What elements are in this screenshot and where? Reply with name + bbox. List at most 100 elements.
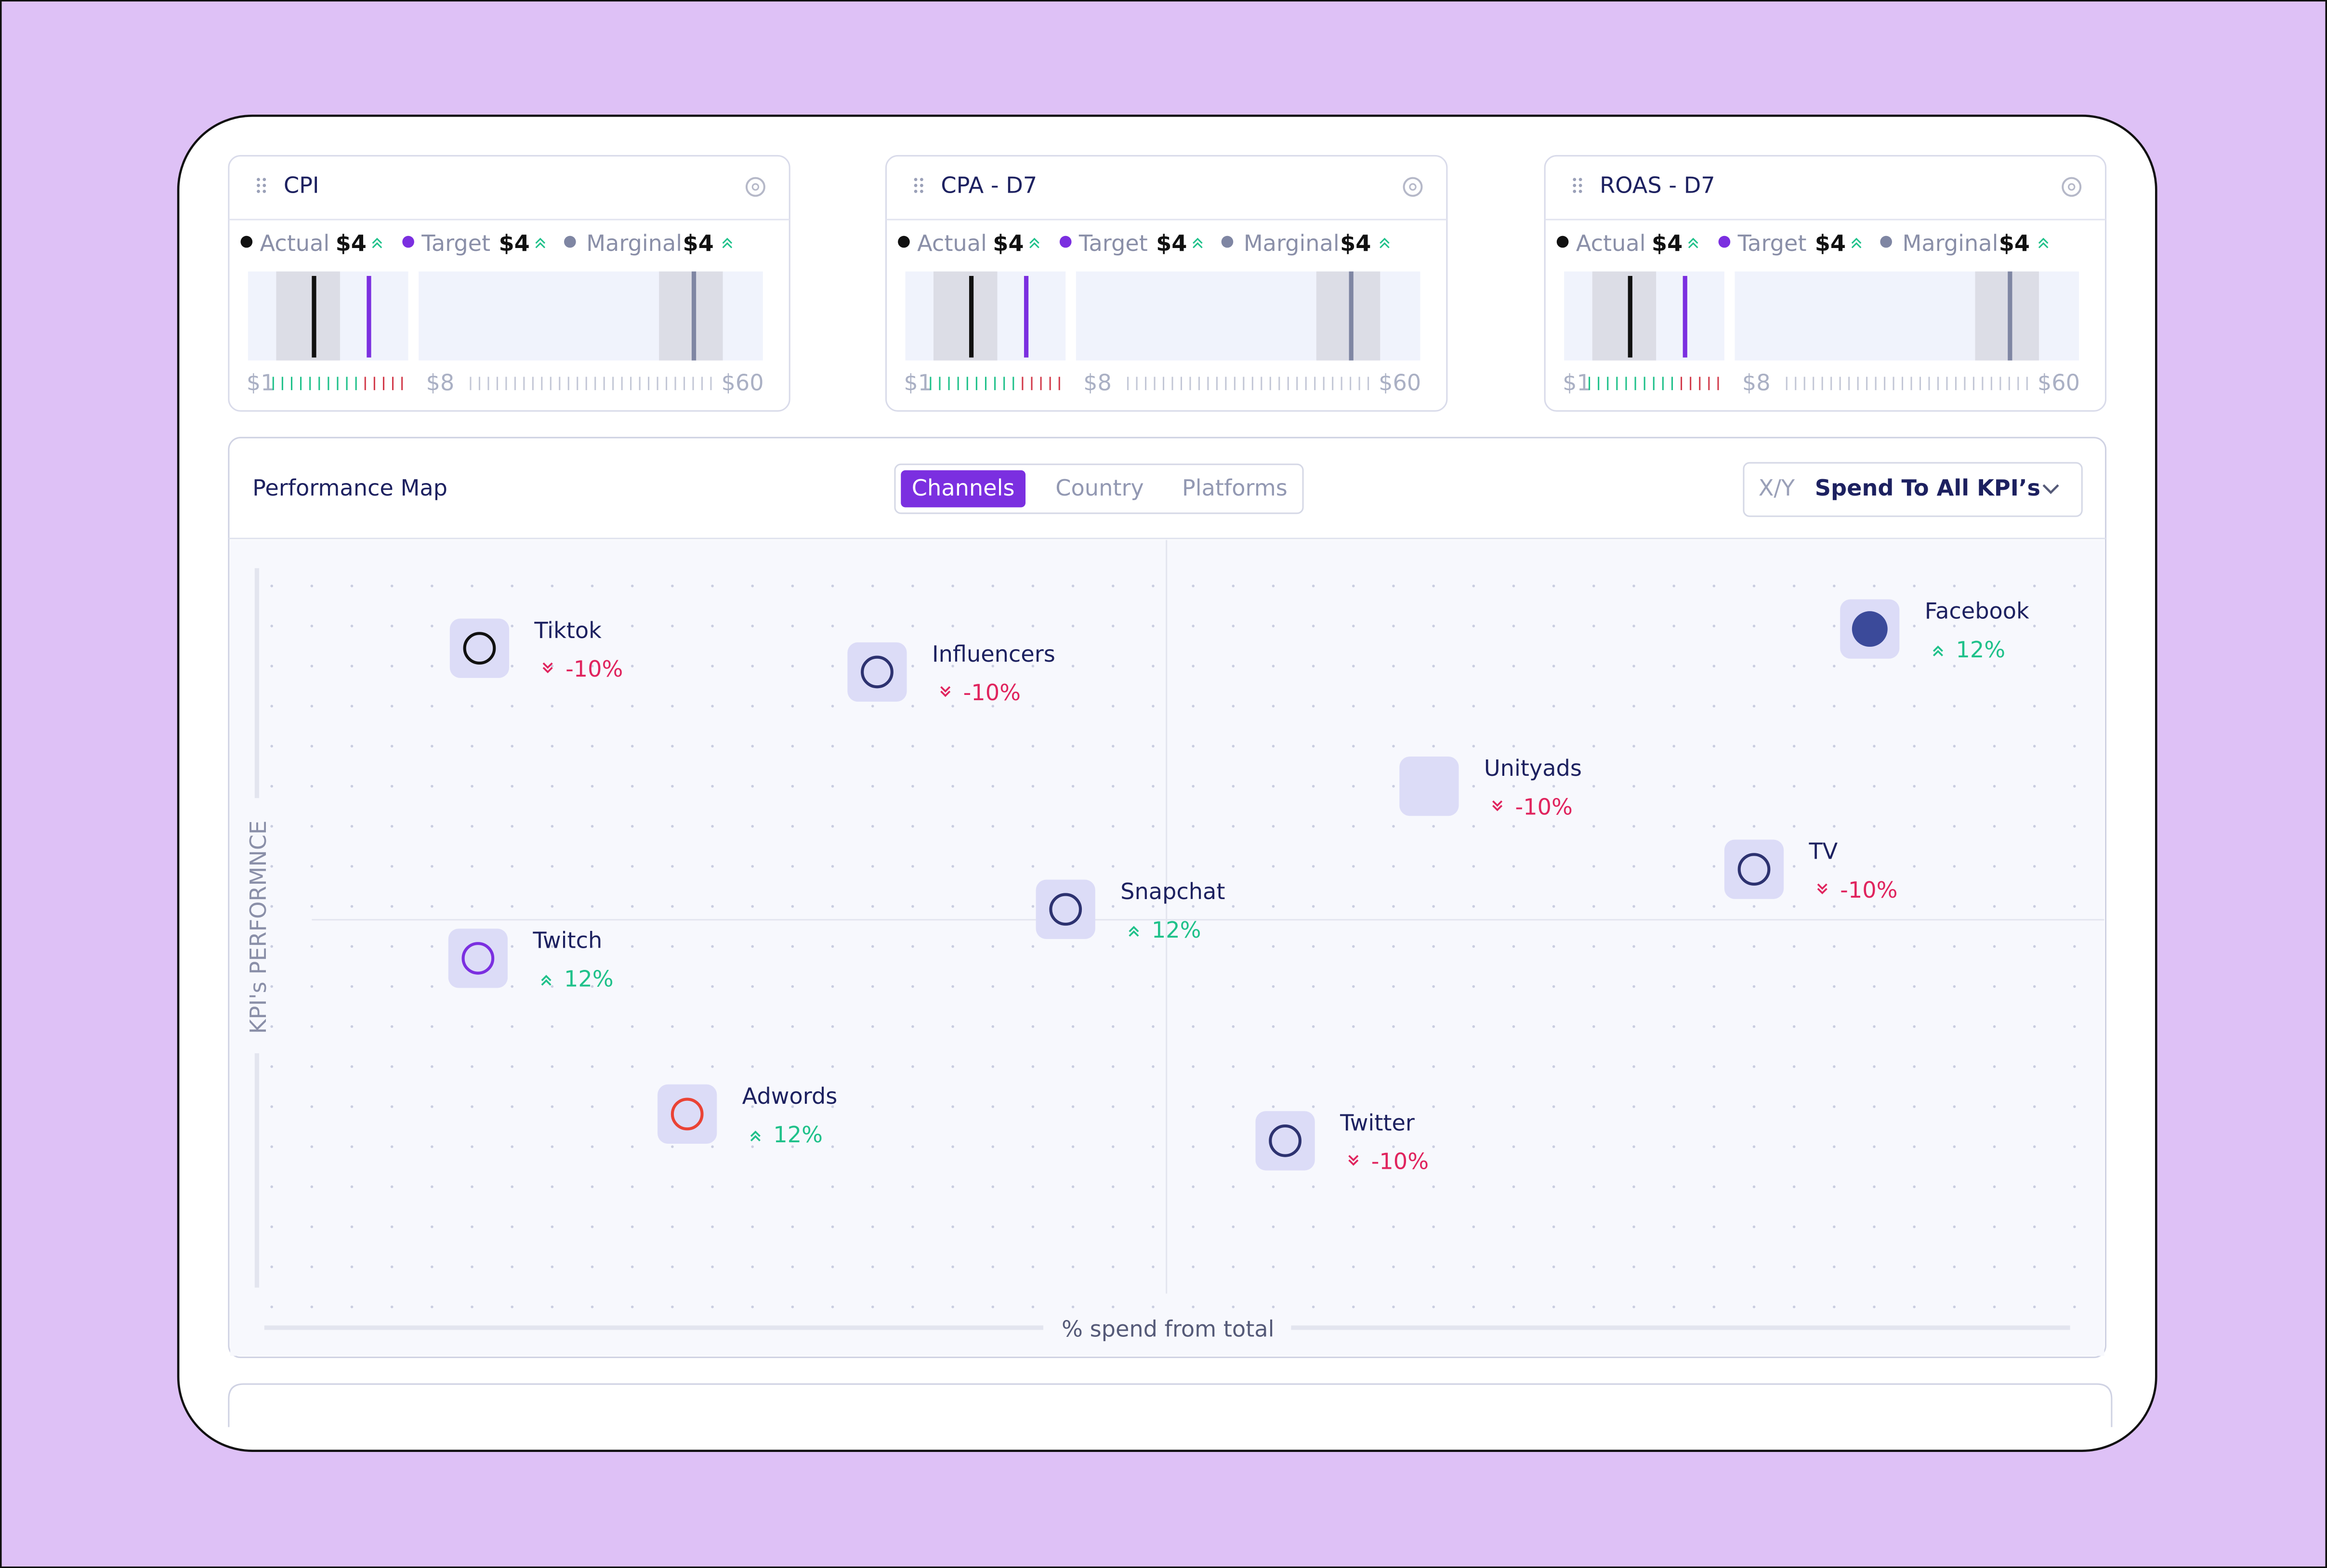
- grid-dot: [390, 625, 394, 627]
- tab[interactable]: Platforms: [1182, 475, 1288, 501]
- grid-dot: [1913, 1105, 1916, 1108]
- channel-name[interactable]: Influencers: [932, 641, 1055, 667]
- legend-dot: [1556, 235, 1569, 248]
- grid-dot: [2073, 825, 2076, 828]
- grid-dot: [1632, 945, 1635, 948]
- grid-dot: [1552, 1225, 1555, 1228]
- channel-name[interactable]: Twitch: [532, 928, 602, 954]
- settings-icon[interactable]: [1403, 177, 1423, 197]
- drag-handle: [1578, 189, 1582, 193]
- channel-icon[interactable]: [448, 928, 508, 988]
- grid-dot: [1232, 1105, 1235, 1108]
- grid-dot: [390, 865, 394, 868]
- scale-label: $8: [1742, 369, 1771, 395]
- grid-dot: [1792, 1265, 1796, 1268]
- grid-dot: [551, 1265, 554, 1268]
- grid-dot: [511, 1225, 513, 1228]
- grid-dot: [551, 584, 554, 588]
- channel-name[interactable]: Facebook: [1925, 598, 2029, 624]
- grid-dot: [350, 1025, 354, 1028]
- grid-dot: [1993, 745, 1996, 748]
- grid-dot: [1632, 1065, 1635, 1068]
- channel-icon[interactable]: [449, 618, 510, 678]
- grid-dot: [1993, 1306, 1996, 1308]
- grid-dot: [1512, 1065, 1515, 1068]
- grid-dot: [2073, 1265, 2076, 1268]
- scale-label: $1: [247, 369, 275, 395]
- grid-dot: [1512, 1265, 1515, 1268]
- tab[interactable]: Channels: [912, 475, 1015, 501]
- axis-dropdown[interactable]: [1743, 462, 2083, 517]
- channel-icon[interactable]: [847, 642, 907, 702]
- settings-icon[interactable]: [2062, 177, 2082, 197]
- grid-dot: [991, 705, 995, 708]
- channel-icon[interactable]: [1724, 839, 1784, 899]
- grid-dot: [1432, 705, 1435, 708]
- channel-name[interactable]: Twitter: [1340, 1110, 1415, 1136]
- grid-dot: [350, 1306, 354, 1308]
- grid-dot: [671, 625, 674, 627]
- grid-dot: [1752, 745, 1756, 748]
- grid-dot: [1552, 825, 1555, 828]
- channel-name[interactable]: TV: [1808, 838, 1838, 864]
- drag-handle: [1573, 178, 1577, 182]
- grid-dot: [1552, 1306, 1555, 1308]
- channel-glyph: [1737, 853, 1771, 886]
- grid-dot: [1953, 1065, 1956, 1068]
- grid-dot: [1031, 1225, 1035, 1228]
- grid-dot: [791, 784, 794, 788]
- grid-dot: [1111, 705, 1115, 708]
- grid-dot: [1672, 1025, 1675, 1028]
- channel-icon[interactable]: [1036, 879, 1095, 939]
- change-arrow: [940, 686, 951, 697]
- grid-dot: [1031, 1065, 1035, 1068]
- grid-dot: [671, 784, 674, 788]
- channel-icon[interactable]: [1255, 1111, 1315, 1171]
- grid-dot: [1272, 1225, 1275, 1228]
- grid-dot: [1752, 1225, 1756, 1228]
- drag-handle: [263, 178, 266, 182]
- grid-dot: [2073, 1065, 2076, 1068]
- channel-name[interactable]: Unityads: [1484, 755, 1582, 781]
- grid-dot: [1312, 1105, 1315, 1108]
- grid-dot: [310, 1225, 314, 1228]
- grid-dot: [1111, 905, 1115, 908]
- grid-dot: [711, 745, 714, 748]
- grid-dot: [1192, 665, 1195, 667]
- grid-dot: [791, 625, 794, 627]
- grid-dot: [1152, 1265, 1155, 1268]
- marginal-marker: [691, 271, 697, 361]
- grid-dot: [1672, 1185, 1675, 1189]
- channel-icon[interactable]: [1399, 757, 1459, 816]
- grid-dot: [2073, 945, 2076, 948]
- grid-dot: [1833, 905, 1836, 908]
- channel-icon[interactable]: [657, 1084, 717, 1144]
- grid-dot: [1392, 865, 1395, 868]
- settings-icon[interactable]: [745, 177, 765, 197]
- grid-dot: [390, 985, 394, 988]
- tab[interactable]: Country: [1055, 475, 1144, 501]
- channel-name[interactable]: Tiktok: [534, 617, 602, 643]
- grid-dot: [2033, 1025, 2036, 1028]
- grid-dot: [911, 625, 914, 627]
- grid-dot: [350, 1105, 354, 1108]
- grid-dot: [511, 1105, 513, 1108]
- grid-dot: [1432, 905, 1435, 908]
- grid-dot: [1672, 745, 1675, 748]
- grid-dot: [1552, 705, 1555, 708]
- grid-dot: [2073, 1025, 2076, 1028]
- grid-dot: [1712, 745, 1716, 748]
- grid-dot: [991, 784, 995, 788]
- grid-dot: [310, 705, 314, 708]
- channel-name[interactable]: Snapchat: [1120, 878, 1225, 904]
- settings-icon-core: [751, 183, 760, 191]
- grid-dot: [1272, 665, 1275, 667]
- channel-name[interactable]: Adwords: [742, 1083, 838, 1109]
- grid-dot: [1512, 985, 1515, 988]
- grid-dot: [2073, 985, 2076, 988]
- grid-dot: [350, 665, 354, 667]
- grid-dot: [1592, 1105, 1595, 1108]
- marginal-marker: [2008, 271, 2012, 361]
- grid-dot: [1712, 1065, 1716, 1068]
